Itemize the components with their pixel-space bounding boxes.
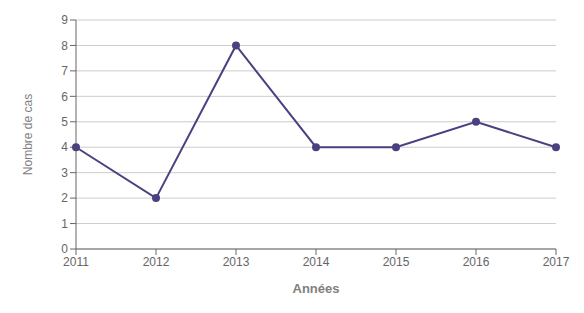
svg-text:0: 0 [61, 242, 68, 256]
svg-text:5: 5 [61, 115, 68, 129]
svg-text:2013: 2013 [223, 255, 250, 269]
svg-text:Nombre de cas: Nombre de cas [21, 94, 35, 175]
svg-text:8: 8 [61, 39, 68, 53]
svg-text:2012: 2012 [143, 255, 170, 269]
svg-text:6: 6 [61, 90, 68, 104]
svg-text:Années: Années [293, 281, 340, 296]
svg-text:9: 9 [61, 13, 68, 27]
svg-text:1: 1 [61, 217, 68, 231]
svg-text:7: 7 [61, 64, 68, 78]
svg-text:2: 2 [61, 191, 68, 205]
svg-text:2011: 2011 [63, 255, 89, 269]
svg-text:3: 3 [61, 166, 68, 180]
svg-text:2016: 2016 [463, 255, 490, 269]
svg-text:4: 4 [61, 140, 68, 154]
svg-text:2014: 2014 [303, 255, 330, 269]
svg-text:2017: 2017 [543, 255, 570, 269]
svg-text:2015: 2015 [383, 255, 410, 269]
